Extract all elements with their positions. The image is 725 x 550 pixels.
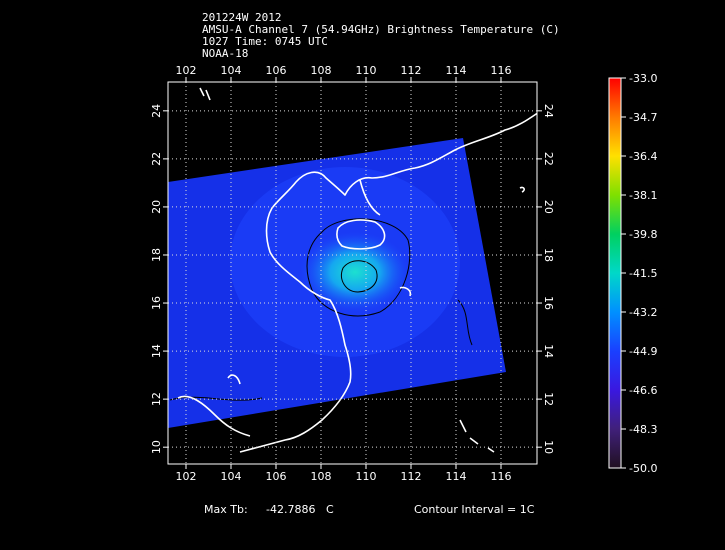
contour-inner — [341, 260, 378, 293]
lat-label-right: 14 — [542, 344, 555, 358]
frame-tick-labels: 102 102 104 104 106 106 108 108 110 110 112 112 114 1… — [150, 64, 555, 483]
lat-label-right: 18 — [542, 248, 555, 262]
coastline-leizhou — [359, 179, 381, 216]
coastline-gulf-islands — [227, 374, 241, 385]
lon-label-top: 114 — [446, 64, 467, 77]
header-line-product: AMSU-A Channel 7 (54.94GHz) Brightness T… — [202, 23, 560, 36]
coastlines — [177, 87, 537, 453]
lat-label-left: 18 — [150, 248, 163, 262]
max-tb-value: -42.7886 — [266, 503, 316, 516]
lon-label-top: 104 — [221, 64, 242, 77]
contour-outer — [306, 218, 411, 317]
lon-label-bottom: 110 — [356, 470, 377, 483]
header-line-storm: 201224W 2012 — [202, 11, 282, 24]
lat-label-left: 16 — [150, 296, 163, 310]
frame-tick-marks — [163, 77, 542, 469]
lat-label-right: 16 — [542, 296, 555, 310]
lon-label-top: 102 — [176, 64, 197, 77]
header-line-satellite: NOAA-18 — [202, 47, 249, 60]
lat-label-left: 20 — [150, 200, 163, 214]
colorbar-tick-label: -33.0 — [629, 72, 657, 85]
colorbar-tick-label: -39.8 — [629, 228, 657, 241]
coastline-mainland — [239, 112, 537, 453]
colorbar-tick-label: -50.0 — [629, 462, 657, 475]
lat-label-left: 12 — [150, 392, 163, 406]
colorbar-tick-label: -36.4 — [629, 150, 657, 163]
lat-label-left: 24 — [150, 104, 163, 118]
coastline-cambodia — [177, 395, 251, 437]
colorbar-tick-label: -41.5 — [629, 267, 657, 280]
colorbar-tick-label: -48.3 — [629, 423, 657, 436]
lat-label-left: 10 — [150, 440, 163, 454]
coastline-hainan — [336, 219, 386, 250]
coastline-paracel — [399, 286, 412, 297]
coastline-spratly — [459, 419, 495, 453]
graticule — [168, 82, 537, 464]
lon-label-top: 110 — [356, 64, 377, 77]
lon-label-bottom: 114 — [446, 470, 467, 483]
lon-label-top: 108 — [311, 64, 332, 77]
coastline-north-island — [199, 87, 211, 101]
max-tb-unit: C — [326, 503, 334, 516]
lat-label-left: 22 — [150, 152, 163, 166]
contour-interval: Contour Interval = 1C — [414, 503, 535, 516]
colorbar-tick-label: -43.2 — [629, 306, 657, 319]
lon-label-top: 112 — [401, 64, 422, 77]
lon-label-bottom: 102 — [176, 470, 197, 483]
lon-label-top: 116 — [491, 64, 512, 77]
lon-label-bottom: 112 — [401, 470, 422, 483]
map-frame — [167, 81, 538, 465]
colorbar-tick-label: -46.6 — [629, 384, 657, 397]
lon-label-bottom: 106 — [266, 470, 287, 483]
warm-core — [300, 232, 410, 312]
colorbar-ticks: -33.0 -34.7 -36.4 -38.1 -39.8 -41.5 -43.2 -44.9… — [621, 72, 657, 475]
header-line-time: 1027 Time: 0745 UTC — [202, 35, 328, 48]
lat-label-right: 24 — [542, 104, 555, 118]
lat-label-right: 12 — [542, 392, 555, 406]
colorbar-tick-label: -34.7 — [629, 111, 657, 124]
colorbar — [608, 77, 622, 469]
lon-label-bottom: 108 — [311, 470, 332, 483]
colorbar-tick-label: -38.1 — [629, 189, 657, 202]
lat-label-right: 22 — [542, 152, 555, 166]
lon-label-bottom: 116 — [491, 470, 512, 483]
max-tb-label: Max Tb: — [204, 503, 248, 516]
lon-label-bottom: 104 — [221, 470, 242, 483]
lat-label-right: 10 — [542, 440, 555, 454]
coastline-east-dot — [519, 186, 525, 193]
lat-label-left: 14 — [150, 344, 163, 358]
lat-label-right: 20 — [542, 200, 555, 214]
map-plot-area — [168, 82, 537, 464]
colorbar-tick-label: -44.9 — [629, 345, 657, 358]
lon-label-top: 106 — [266, 64, 287, 77]
